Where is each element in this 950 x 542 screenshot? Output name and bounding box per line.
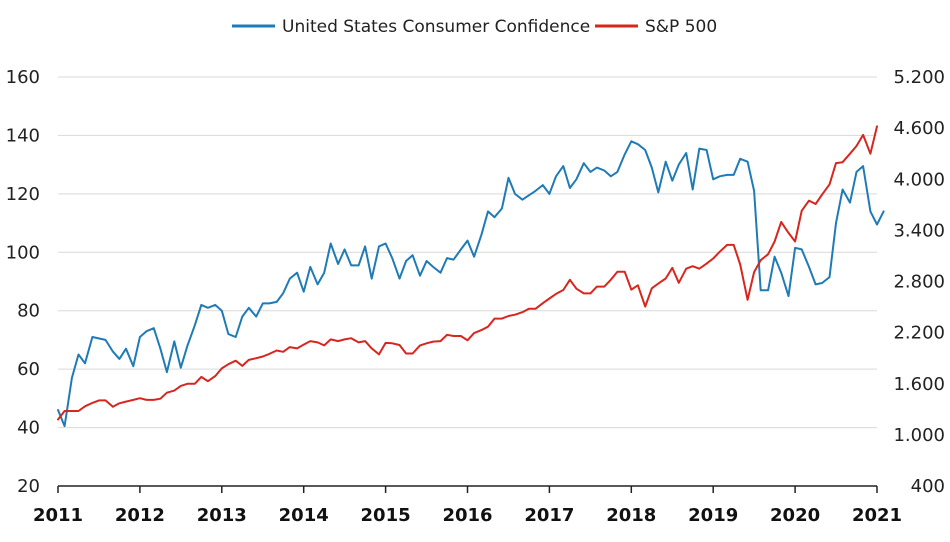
- x-tick-label: 2015: [361, 505, 411, 526]
- x-tick-label: 2017: [524, 505, 574, 526]
- y-right-tick-label: 3.400: [893, 220, 945, 241]
- y-right-tick-label: 2.200: [893, 323, 945, 344]
- x-axis: 2011 2012 2013 2014 2015 2016 2017 2018 2019 2020…: [33, 485, 902, 526]
- gridlines: [58, 76, 877, 487]
- y-left-tick-label: 60: [17, 359, 40, 380]
- x-tick-label: 2014: [279, 505, 329, 526]
- y-right-tick-label: 400: [911, 476, 945, 497]
- y-axis-left: 20 40 60 80 100 120 140 160: [6, 67, 40, 497]
- y-left-tick-label: 120: [6, 184, 40, 205]
- chart-legend: United States Consumer Confidence S&P 50…: [232, 17, 717, 37]
- y-left-tick-label: 140: [6, 125, 40, 146]
- legend-label-consumer-confidence: United States Consumer Confidence: [282, 17, 590, 37]
- legend-label-sp500: S&P 500: [645, 17, 717, 37]
- y-right-tick-label: 5.200: [893, 67, 945, 88]
- y-left-tick-label: 160: [6, 67, 40, 88]
- x-tick-label: 2020: [770, 505, 820, 526]
- y-left-tick-label: 20: [17, 476, 40, 497]
- x-tick-label: 2018: [606, 505, 656, 526]
- series-line-consumer-confidence: [57, 140, 885, 428]
- x-tick-label: 2012: [115, 505, 165, 526]
- series-lines: [57, 125, 885, 428]
- y-axis-right: 400 1.000 1.600 2.200 2.800 3.400 4.000 4.600 5.…: [893, 67, 945, 497]
- y-right-tick-label: 1.000: [893, 425, 945, 446]
- x-tick-label: 2016: [442, 505, 492, 526]
- y-left-tick-label: 100: [6, 242, 40, 263]
- y-right-tick-label: 2.800: [893, 272, 945, 293]
- y-left-tick-label: 40: [17, 418, 40, 439]
- y-right-tick-label: 1.600: [893, 374, 945, 395]
- x-tick-label: 2013: [197, 505, 247, 526]
- x-tick-label: 2011: [33, 505, 83, 526]
- series-line-sp500: [57, 125, 878, 421]
- y-right-tick-label: 4.000: [893, 169, 945, 190]
- y-left-tick-label: 80: [17, 301, 40, 322]
- x-tick-label: 2019: [688, 505, 738, 526]
- y-right-tick-label: 4.600: [893, 118, 945, 139]
- x-tick-label: 2021: [852, 505, 902, 526]
